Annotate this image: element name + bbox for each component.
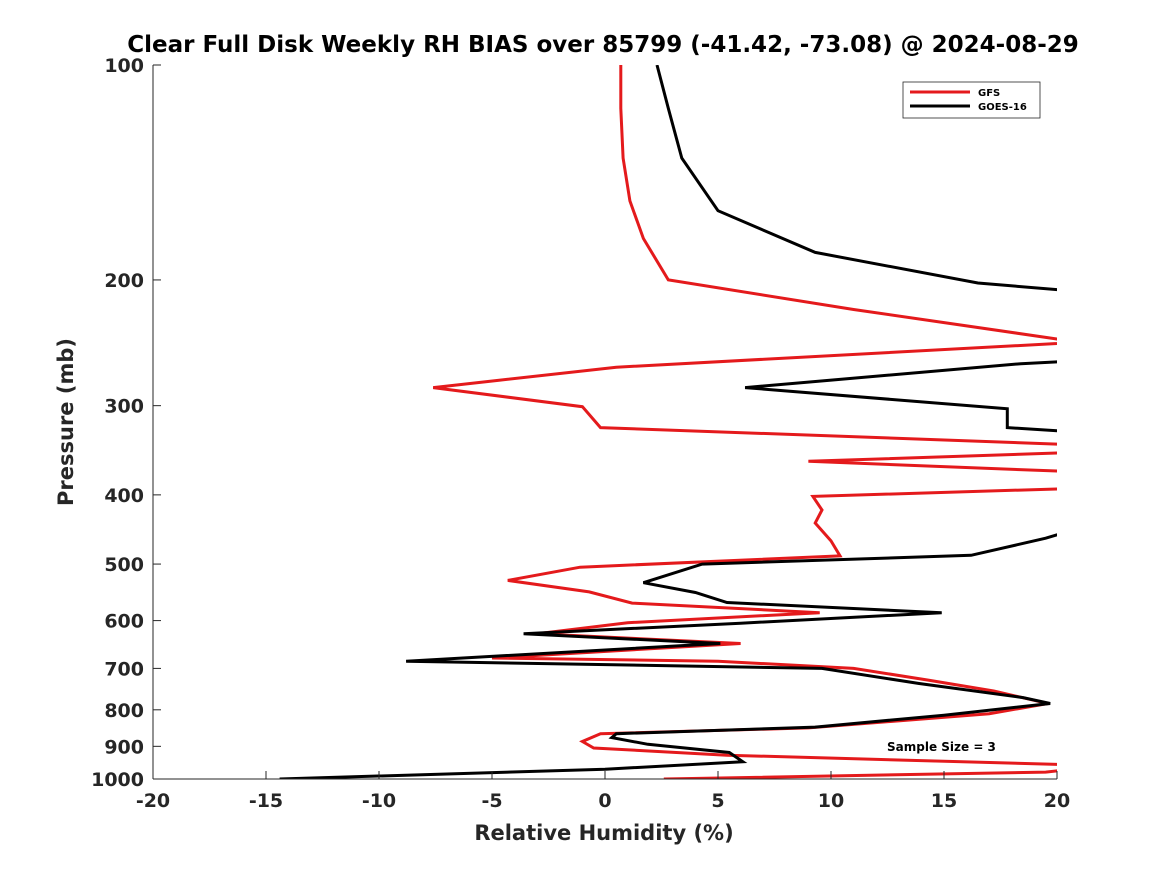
y-tick-label: 700 xyxy=(104,658,144,680)
x-tick-label: -5 xyxy=(481,790,502,812)
x-tick-label: -20 xyxy=(136,790,170,812)
x-axis-label: Relative Humidity (%) xyxy=(474,821,733,845)
x-tick-label: 5 xyxy=(711,790,724,812)
x-tick-label: 20 xyxy=(1044,790,1070,812)
plot-area xyxy=(153,65,1057,779)
series-layer xyxy=(279,65,1057,779)
x-tick-label: 15 xyxy=(931,790,957,812)
y-tick-label: 300 xyxy=(104,396,144,418)
legend: GFS GOES-16 xyxy=(902,81,1041,119)
y-tick-label: 1000 xyxy=(91,769,144,791)
chart-title: Clear Full Disk Weekly RH BIAS over 8579… xyxy=(127,32,1079,58)
y-axis-label: Pressure (mb) xyxy=(54,338,78,506)
legend-box xyxy=(902,81,1041,119)
y-tick-label: 600 xyxy=(104,611,144,633)
x-tick-label: -10 xyxy=(362,790,396,812)
series-line-goes-16 xyxy=(279,65,1057,779)
y-tick-label: 400 xyxy=(104,485,144,507)
y-tick-label: 900 xyxy=(104,736,144,758)
x-tick-label: -15 xyxy=(249,790,283,812)
sample-size-annotation: Sample Size = 3 xyxy=(887,740,996,754)
y-tick-label: 100 xyxy=(104,55,144,77)
legend-entry: GOES-16 xyxy=(978,102,1027,113)
tick-layer: -20 -15 -10 -5 0 5 10 15 20 100 200 300 400 500 600 700… xyxy=(91,55,1070,812)
y-tick-label: 200 xyxy=(104,270,144,292)
y-tick-label: 800 xyxy=(104,700,144,722)
y-tick-label: 500 xyxy=(104,554,144,576)
legend-entry: GFS xyxy=(978,88,1000,99)
x-tick-label: 0 xyxy=(598,790,611,812)
x-tick-label: 10 xyxy=(818,790,844,812)
